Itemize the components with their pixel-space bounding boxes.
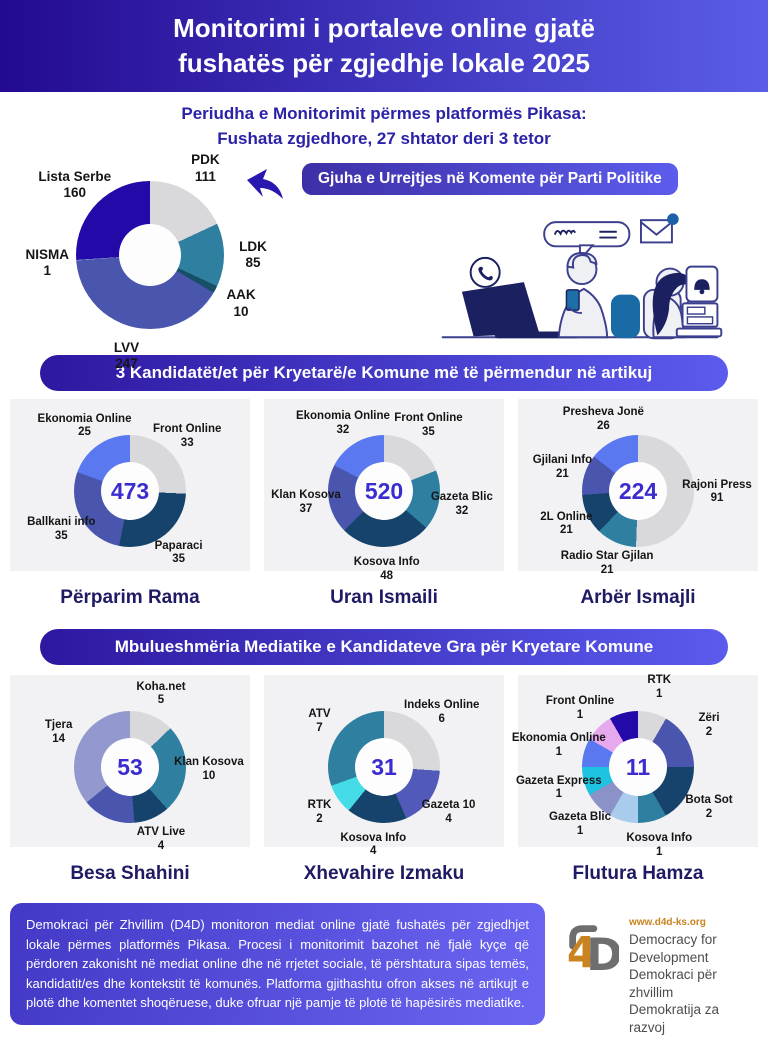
donut-segment-label: Ekonomia Online 1 <box>511 732 606 759</box>
donut-card-xhevahire-izmaku: 31 Indeks Online 6 Gazeta 10 4 Kosova Info 4 RT… <box>264 675 504 858</box>
donut-segment-label: RTK 2 <box>307 799 332 825</box>
svg-text:4: 4 <box>567 929 597 973</box>
monitoring-period-subtitle: Periudha e Monitorimit përmes platformës… <box>0 102 768 151</box>
donut-segment-label: Front Online 33 <box>153 423 222 449</box>
donut-segment-label: 2L Online 21 <box>540 510 593 537</box>
donut-hole: 31 <box>355 738 413 797</box>
candidates-section-banner: 3 Kandidatët/et për Kryetarë/e Komune më… <box>40 355 728 392</box>
donut-card-flutura-hamza: 11 RTK 1 Zëri 2 Bota Sot 2 Kosova Info 1 Gazeta B… <box>512 674 758 858</box>
candidate-name: Arbër Ismajli <box>580 587 696 609</box>
donut-segment-label: Ekonomia Online 25 <box>37 412 132 439</box>
d4d-logo-text: www.d4d-ks.org Democracy for Development… <box>629 917 758 1036</box>
donut-segment-label: Kosova Info 1 <box>626 832 693 859</box>
hate-speech-banner: Gjuha e Urrejtjes në Komente për Parti P… <box>302 163 678 196</box>
subtitle-line1: Periudha e Monitorimit përmes platformës… <box>181 104 587 123</box>
donut-segment-label: RTK 1 <box>647 674 672 701</box>
donut-segment-label: Kosova Info 48 <box>353 556 420 583</box>
donut-segment-label: Radio Star Gjilan 21 <box>560 550 654 576</box>
d4d-logo: 4 D www.d4d-ks.org Democracy for Develop… <box>561 917 758 1036</box>
party-donut-chart: PDK 111 LDK 85 AAK 10 LVV 247 NISMA 1 Lista Serbe 1… <box>0 152 300 370</box>
donut-segment-label: Koha.net 5 <box>136 680 186 707</box>
donut-center-total: 11 <box>625 753 651 780</box>
women-charts-row: 53 Koha.net 5 Klan Kosova 10 ATV Live 4 Tjera 14… <box>0 674 768 858</box>
candidate-name: Uran Ismaili <box>330 587 438 609</box>
d4d-name-sq: Demokraci për zhvillim <box>629 967 717 1000</box>
donut-hole: 520 <box>355 462 413 521</box>
donut-segment-label: Gazeta Express 1 <box>515 774 602 801</box>
donut-segment-label: NISMA 1 <box>25 246 70 278</box>
donut-segment-label: Ekonomia Online 32 <box>295 409 390 436</box>
donut-hole: 53 <box>101 738 159 797</box>
subtitle-line2: Fushata zgjedhore, 27 shtator deri 3 tet… <box>217 128 551 148</box>
curved-arrow-icon <box>242 167 288 208</box>
donut-hole <box>119 224 181 287</box>
donut-segment-label: PDK 111 <box>191 152 220 184</box>
donut-segment-label: Gazeta 10 4 <box>421 799 476 825</box>
donut-segment-label: ATV Live 4 <box>136 826 186 852</box>
d4d-logo-icon: 4 D <box>561 917 623 981</box>
donut-segment-label: Ballkani info 35 <box>27 516 96 543</box>
donut-segment-label: Gazeta Blic 32 <box>430 490 493 517</box>
donut-segment-label: Zëri 2 <box>698 712 720 739</box>
donut-segment-label: Paparaci 35 <box>154 539 203 566</box>
donut-segment-label: LDK 85 <box>239 239 267 271</box>
donut-segment-label: Rajoni Press 91 <box>682 478 752 505</box>
donut-hole: 11 <box>609 738 667 797</box>
candidates-names-row: Përparim Rama Uran Ismaili Arbër Ismajli <box>0 587 768 609</box>
donut-segment-label: ATV 7 <box>308 707 331 734</box>
footer-description: Demokraci për Zhvillim (D4D) monitoron m… <box>10 903 545 1025</box>
candidate-name: Flutura Hamza <box>572 863 704 885</box>
donut-segment-label: Gjilani Info 21 <box>532 454 593 481</box>
candidate-name: Përparim Rama <box>60 587 200 609</box>
footer: Demokraci për Zhvillim (D4D) monitoron m… <box>0 903 768 1036</box>
page-title-line1: Monitorimi i portaleve online gjatë <box>173 12 595 43</box>
donut-segment-label: Front Online 35 <box>394 412 463 438</box>
donut-segment-label: Presheva Jonë 26 <box>562 406 644 433</box>
donut-segment-label: Lista Serbe 160 <box>38 168 112 200</box>
people-commenting-illustration <box>430 195 768 350</box>
donut-segment-label: Klan Kosova 10 <box>174 756 244 783</box>
donut-card-besa-shahini: 53 Koha.net 5 Klan Kosova 10 ATV Live 4 Tjera 14 <box>10 675 250 852</box>
page-title: Monitorimi i portaleve online gjatë fush… <box>0 0 768 92</box>
women-names-row: Besa Shahini Xhevahire Izmaku Flutura Ha… <box>0 863 768 885</box>
donut-card-uran-ismaili: 520 Front Online 35 Gazeta Blic 32 Kosova Inf… <box>264 399 504 582</box>
d4d-name-en: Democracy for Development <box>629 932 717 965</box>
hate-speech-section: PDK 111 LDK 85 AAK 10 LVV 247 NISMA 1 Lista Serbe 1… <box>0 152 768 371</box>
candidate-name: Xhevahire Izmaku <box>303 863 465 885</box>
donut-hole: 224 <box>609 462 667 521</box>
donut-center-total: 520 <box>364 477 404 504</box>
donut-segment-label: Klan Kosova 37 <box>271 489 341 516</box>
candidates-charts-row: 473 Front Online 33 Paparaci 35 Ballkani info… <box>0 399 768 582</box>
hate-speech-right-column: Gjuha e Urrejtjes në Komente për Parti P… <box>247 155 768 351</box>
donut-center-total: 53 <box>117 753 143 780</box>
svg-text:D: D <box>586 930 619 973</box>
d4d-name-sr: Demokratija za razvoj <box>629 1002 720 1036</box>
women-section-banner: Mbulueshmëria Mediatike e Kandidateve Gr… <box>40 629 728 666</box>
donut-center-total: 473 <box>110 477 150 504</box>
donut-segment-label: Tjera 14 <box>44 719 73 746</box>
donut-center-total: 31 <box>371 753 397 780</box>
donut-segment-label: LVV 247 <box>113 339 140 371</box>
donut-segment-label: Front Online 1 <box>545 695 615 722</box>
donut-center-total: 224 <box>618 477 658 504</box>
donut-card-perparim-rama: 473 Front Online 33 Paparaci 35 Ballkani info… <box>10 399 250 572</box>
d4d-website-link[interactable]: www.d4d-ks.org <box>629 917 706 929</box>
donut-segment-label: Bota Sot 2 <box>685 794 733 821</box>
donut-card-arber-ismajli: 224 Rajoni Press 91 Radio Star Gjilan 21 2L O… <box>518 399 758 576</box>
donut-segment-label: AAK 10 <box>226 287 256 319</box>
page-title-line2: fushatës për zgjedhje lokale 2025 <box>178 48 590 78</box>
candidate-name: Besa Shahini <box>70 863 190 885</box>
donut-segment-label: Kosova Info 4 <box>340 831 407 858</box>
donut-hole: 473 <box>101 462 159 521</box>
donut-segment-label: Indeks Online 6 <box>404 699 480 726</box>
donut-segment-label: Gazeta Blic 1 <box>549 811 612 838</box>
